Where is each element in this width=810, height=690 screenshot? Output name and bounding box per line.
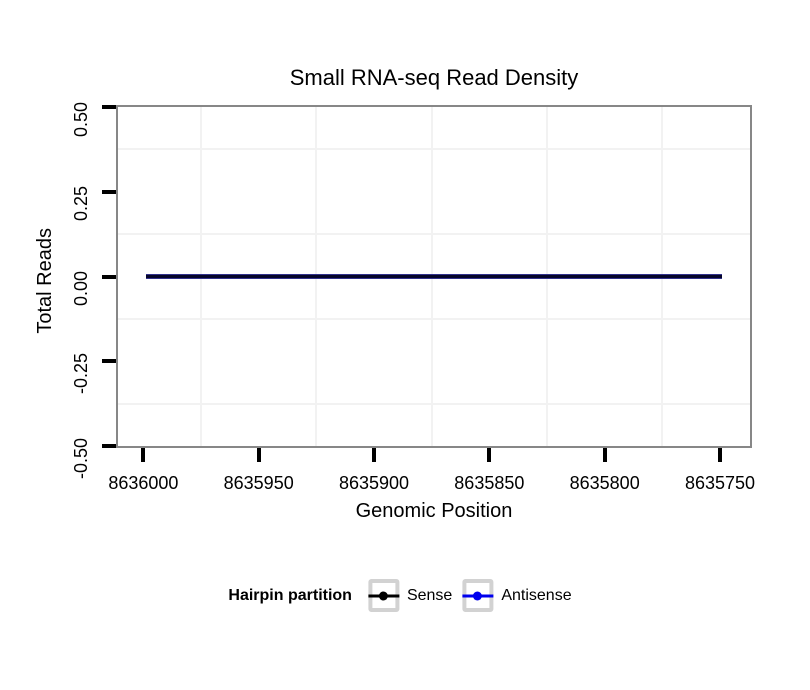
y-axis-tick [102, 105, 116, 109]
x-tick-label: 8635900 [338, 473, 410, 493]
legend-key-dot-icon [378, 591, 388, 600]
y-tick-label: 0.00 [71, 271, 91, 307]
x-tick-label: 8635950 [223, 473, 294, 493]
x-axis-tick [372, 448, 377, 462]
sense-line [145, 275, 723, 278]
legend-key-dot-icon [473, 591, 483, 600]
legend: Hairpin partition Sense Antisense [228, 579, 581, 612]
legend-label-sense: Sense [406, 586, 453, 604]
gridline-minor-horizontal [118, 317, 750, 320]
x-axis-label: Genomic Position [355, 500, 513, 522]
y-axis-tick [102, 189, 116, 194]
x-axis-tick [487, 448, 492, 462]
gridline-minor-horizontal [118, 233, 750, 236]
gridline-minor-horizontal [118, 402, 750, 405]
x-axis-tick [602, 448, 607, 462]
legend-item-sense: Sense [367, 579, 453, 612]
x-tick-label: 8635850 [454, 473, 525, 493]
chart-title: Small RNA-seq Read Density [289, 65, 579, 90]
legend-title: Hairpin partition [228, 586, 352, 604]
x-axis-tick [256, 448, 261, 462]
y-tick-label: -0.25 [71, 352, 91, 394]
gridline-minor-horizontal [118, 148, 750, 151]
y-axis-label: Total Reads [34, 227, 56, 334]
y-tick-label: 0.50 [71, 101, 91, 137]
y-tick-label: -0.50 [71, 437, 91, 479]
x-tick-label: 8635800 [569, 473, 640, 493]
y-axis-tick [102, 444, 116, 448]
legend-label-antisense: Antisense [501, 586, 572, 604]
x-tick-label: 8635750 [684, 473, 756, 493]
y-axis-tick [102, 359, 116, 364]
y-axis-tick [102, 274, 116, 279]
x-axis-tick [141, 448, 146, 462]
legend-key-antisense [462, 579, 494, 612]
legend-key-sense [367, 579, 399, 612]
y-tick-label: 0.25 [71, 186, 91, 222]
x-tick-label: 8636000 [108, 473, 179, 493]
legend-item-antisense: Antisense [462, 579, 572, 612]
x-axis-tick [718, 448, 722, 462]
